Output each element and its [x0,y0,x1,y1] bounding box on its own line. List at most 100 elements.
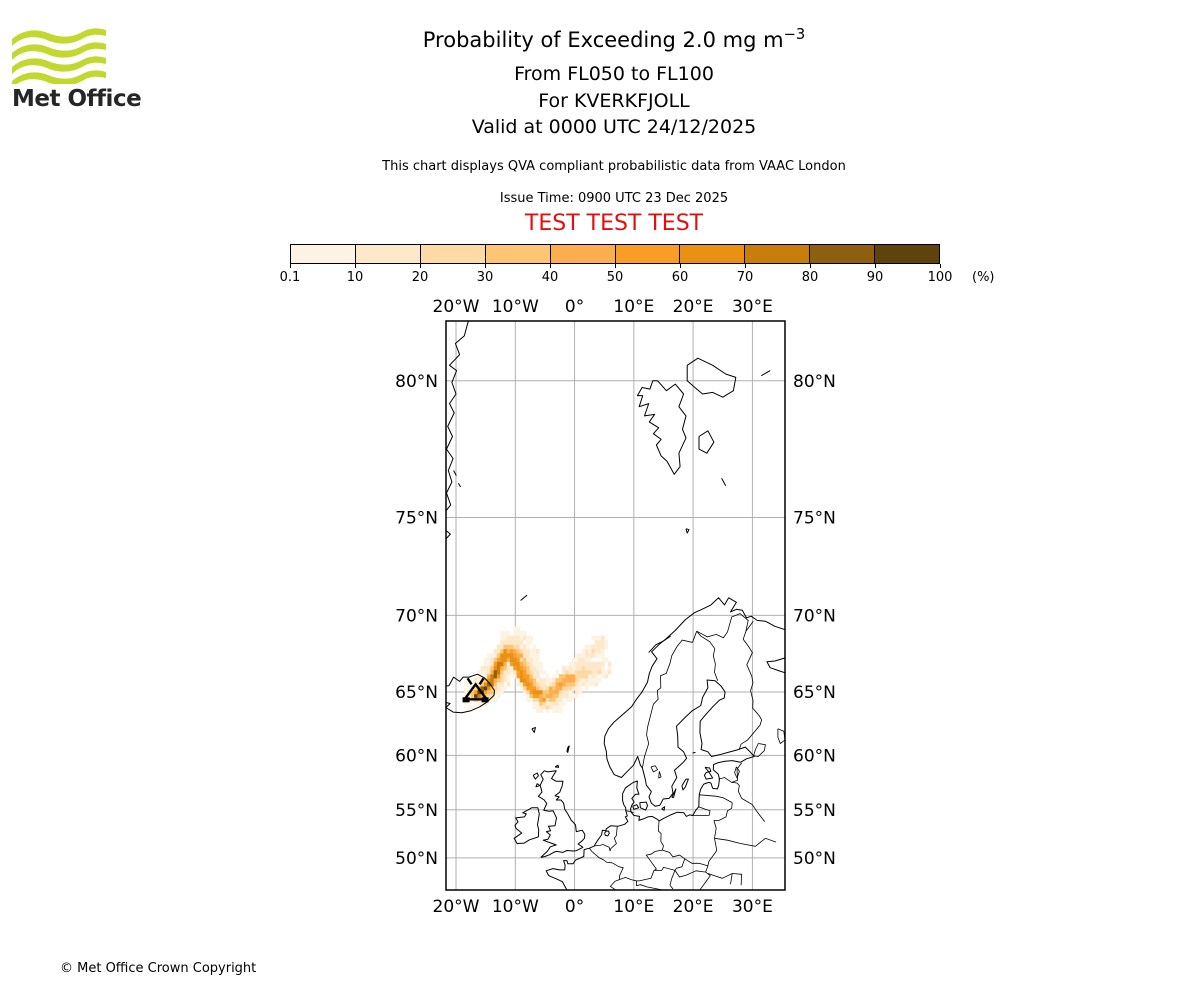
plume-cell [601,640,605,645]
plume-cell [500,690,504,695]
colorbar-segment [419,245,485,263]
plume-cell [523,631,527,636]
lon-tick-label-top: 10°W [492,297,539,317]
plume-cell [496,653,501,658]
plume-cell [571,661,576,667]
plume-cell [513,644,517,650]
plume-cell [575,678,579,683]
plume-cell [532,644,537,650]
country-border [741,798,766,823]
plume-cell [575,682,579,687]
plume-cell [571,693,576,698]
country-border [625,810,634,814]
plume-cell [581,682,586,687]
country-border [691,806,711,816]
plume-cell [591,665,596,671]
plume-cell [539,665,543,671]
plume-cell [500,686,504,691]
colorbar-tick [940,264,941,268]
plume-cell [523,690,527,695]
plume-cell [581,665,586,671]
country-border [642,631,698,769]
lat-tick-label-right: 55°N [793,801,836,821]
volcano-marker-icon [462,677,489,703]
plume-cell [591,674,596,679]
plume-cell [575,686,579,691]
plume-cell [503,674,507,679]
plume-cell [532,648,537,654]
plume-cell [516,670,521,675]
country-border [657,820,664,851]
plume-cell [565,693,569,698]
plume-cell [539,690,543,695]
lat-tick-label-left: 50°N [395,849,438,869]
plume-cell [539,670,543,675]
plume-cell [519,648,524,654]
plume-cell [467,686,472,691]
plume-cell [503,665,507,671]
lon-tick-label-bottom: 10°E [613,897,654,917]
plume-cell [500,674,504,679]
lake-outline [650,765,658,773]
country-border [713,820,717,839]
plume-cell [510,640,514,645]
plume-cell [474,693,478,698]
plume-cell [532,674,537,679]
plume-cell [526,640,530,645]
plume-cell [584,665,589,671]
plume-cell [604,674,609,679]
plume-cell [516,635,521,641]
plume-cell [536,705,540,710]
plume-cell [549,690,553,695]
plume-cell [588,657,592,662]
plume-cell [598,640,602,645]
coastline [513,807,540,844]
plume-cell [558,690,563,695]
colorbar-segment [549,245,615,263]
plume-cell [516,657,521,662]
plume-cell [568,665,573,671]
plume-cell [532,682,537,687]
plume-cell [506,631,511,636]
probability-map: 20°W 20°W 10°W 10°W 0° 0° 10°E 10°E 20°E 20°E 30°E… [395,297,836,917]
plume-cell [568,682,573,687]
coastline [636,380,687,475]
plume-cell [506,644,511,650]
plume-cell [581,670,586,675]
plume-cell [510,670,514,675]
plume-cell [584,674,589,679]
plume-cell [526,635,530,641]
plume-cell [536,701,540,706]
plume-cell [578,686,582,691]
plume-cell [591,682,596,687]
plume-cell [607,670,612,675]
plume-cell [513,635,517,641]
plume-cell [558,674,563,679]
plume-cell [496,644,501,650]
plume-cell [526,648,530,654]
lat-tick-label-right: 75°N [793,509,836,529]
plume-cell [588,665,592,671]
plume-cell [480,701,485,706]
plume-cell [588,653,592,658]
lon-tick-label-bottom: 10°W [492,897,539,917]
country-border [611,862,624,880]
plume-cell [588,670,592,675]
qva-note: This chart displays QVA compliant probab… [382,159,846,174]
plume-cell [591,635,596,641]
plume-cell [506,640,511,645]
plume-cell [549,693,553,698]
lon-tick-label-top: 10°E [613,297,654,317]
lon-tick-label-top: 30°E [732,297,773,317]
colorbar-segment [614,245,680,263]
plume-cell [565,686,569,691]
plume-cell [555,701,560,706]
plume-cell [591,678,596,683]
plume-cell [516,644,521,650]
plume-cell [493,648,498,654]
lon-tick-label-bottom: 0° [565,897,584,917]
plume-cell [523,657,527,662]
plume-cell [594,648,599,654]
plume-cell [470,693,475,698]
plume-cell [510,644,514,650]
